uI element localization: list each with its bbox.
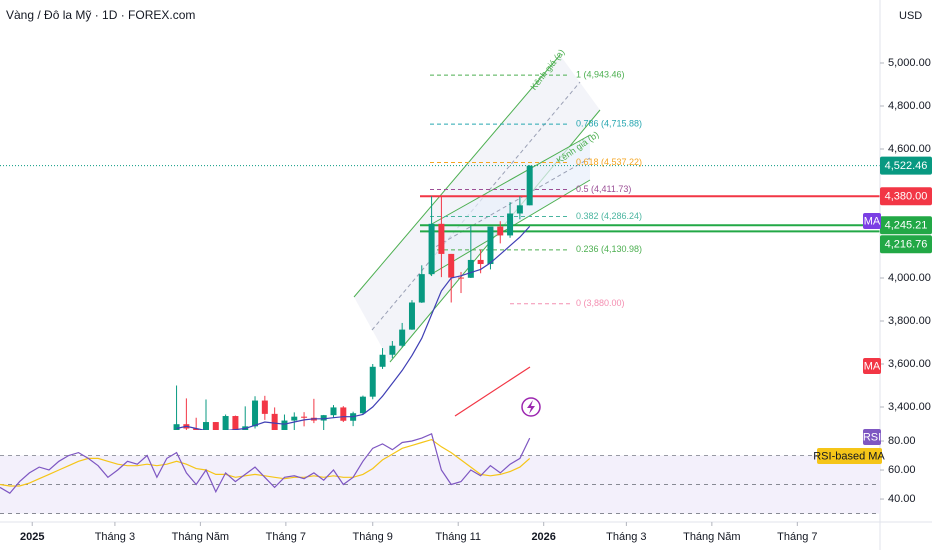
x-tick-label: 2026 bbox=[531, 531, 555, 543]
candle-body bbox=[418, 274, 425, 303]
candle-body bbox=[359, 396, 366, 414]
candle-body bbox=[389, 345, 396, 355]
indicator-badges: MA MA RSI RSI-based MA bbox=[813, 213, 885, 464]
x-tick-label: 2025 bbox=[20, 531, 44, 543]
price-badge bbox=[880, 156, 932, 175]
price-pane: 1 (4,943.46) 0.786 (4,715.88) 0.618 (4,537… bbox=[0, 70, 880, 430]
ma-label: MA bbox=[864, 215, 881, 227]
x-tick-label: Tháng 11 bbox=[435, 531, 481, 543]
candle-body bbox=[497, 226, 504, 236]
price-badge bbox=[880, 216, 932, 235]
rsi-tick-label: 60.00 bbox=[888, 464, 916, 476]
price-badge-label: 4,522.46 bbox=[885, 160, 928, 172]
candle-body bbox=[202, 422, 209, 430]
x-tick-label: Tháng 3 bbox=[95, 531, 135, 543]
y-tick-label: 3,800.00 bbox=[888, 315, 931, 327]
candle-body bbox=[369, 366, 376, 397]
rsi-label: RSI bbox=[863, 431, 881, 443]
alert-bolt bbox=[527, 400, 535, 414]
fib-label: 0.618 (4,537.22) bbox=[576, 157, 642, 167]
price-badge bbox=[880, 187, 932, 206]
channel-line bbox=[353, 54, 561, 298]
rsi-ma-label: RSI-based MA bbox=[813, 450, 885, 462]
y-tick-label: 3,400.00 bbox=[888, 401, 931, 413]
candle-body bbox=[271, 413, 278, 430]
ma-label: MA bbox=[864, 360, 881, 372]
x-tick-label: Tháng 9 bbox=[353, 531, 393, 543]
candle-body bbox=[232, 416, 239, 430]
candle-body bbox=[193, 428, 200, 430]
channel-line bbox=[429, 134, 591, 226]
candle-body bbox=[448, 253, 455, 278]
trend-line bbox=[454, 366, 531, 417]
chart-title: Vàng / Đô la Mỹ · 1D · FOREX.com bbox=[6, 8, 195, 22]
currency: USD bbox=[899, 10, 922, 22]
ma-badge bbox=[863, 213, 881, 229]
rsi-ma-badge bbox=[817, 448, 882, 464]
x-tick-label: Tháng 7 bbox=[266, 531, 306, 543]
y-tick-label: 4,000.00 bbox=[888, 272, 931, 284]
candle-body bbox=[320, 415, 327, 421]
y-tick-label: 5,000.00 bbox=[888, 57, 931, 69]
fib-label: 1 (4,943.46) bbox=[576, 70, 625, 80]
y-tick-label: 4,800.00 bbox=[888, 100, 931, 112]
y-tick-label: 4,600.00 bbox=[888, 143, 931, 155]
candle-body bbox=[379, 354, 386, 367]
candle-body bbox=[399, 329, 406, 346]
candle-body bbox=[477, 259, 484, 265]
candle-body bbox=[301, 416, 308, 418]
fib-label: 0.382 (4,286.24) bbox=[576, 211, 642, 221]
candle-body bbox=[408, 302, 415, 330]
candle-body bbox=[458, 277, 465, 279]
candle-body bbox=[516, 205, 523, 214]
x-tick-label: Tháng 3 bbox=[606, 531, 646, 543]
fib-label: 0.5 (4,411.73) bbox=[576, 184, 631, 194]
candle-body bbox=[261, 400, 268, 414]
candle-body bbox=[252, 400, 259, 427]
candle-body bbox=[222, 416, 229, 430]
candle-body bbox=[212, 422, 219, 430]
candle-body bbox=[281, 420, 288, 430]
candle-body bbox=[487, 226, 494, 265]
x-tick-label: Tháng Năm bbox=[683, 531, 740, 543]
candle-body bbox=[428, 223, 435, 275]
candle-body bbox=[526, 165, 533, 206]
price-badge-label: 4,245.21 bbox=[885, 220, 928, 232]
x-tick-label: Tháng Năm bbox=[172, 531, 229, 543]
ma-line bbox=[176, 225, 531, 430]
price-badge-label: 4,380.00 bbox=[885, 191, 928, 203]
candle-body bbox=[467, 259, 474, 278]
candle-body bbox=[291, 416, 298, 421]
price-badge bbox=[880, 235, 932, 254]
candle-body bbox=[173, 424, 180, 430]
rsi-line bbox=[0, 432, 531, 494]
rsi-tick-label: 80.00 bbox=[888, 435, 916, 447]
x-tick-label: Tháng 7 bbox=[777, 531, 817, 543]
price-badge-label: 4,216.76 bbox=[885, 239, 928, 251]
fib-label: 0.786 (4,715.88) bbox=[576, 118, 642, 128]
fib-label: 0 (3,880.00) bbox=[576, 298, 625, 308]
candle-body bbox=[507, 213, 514, 236]
ma-badge bbox=[863, 358, 881, 374]
candle-body bbox=[340, 407, 347, 421]
candle-body bbox=[438, 223, 445, 254]
rsi-tick-label: 40.00 bbox=[888, 493, 916, 505]
candle-body bbox=[330, 407, 337, 416]
y-tick-label: 3,600.00 bbox=[888, 358, 931, 370]
fib-label: 0.236 (4,130.98) bbox=[576, 244, 642, 254]
rsi-badge bbox=[863, 429, 881, 445]
